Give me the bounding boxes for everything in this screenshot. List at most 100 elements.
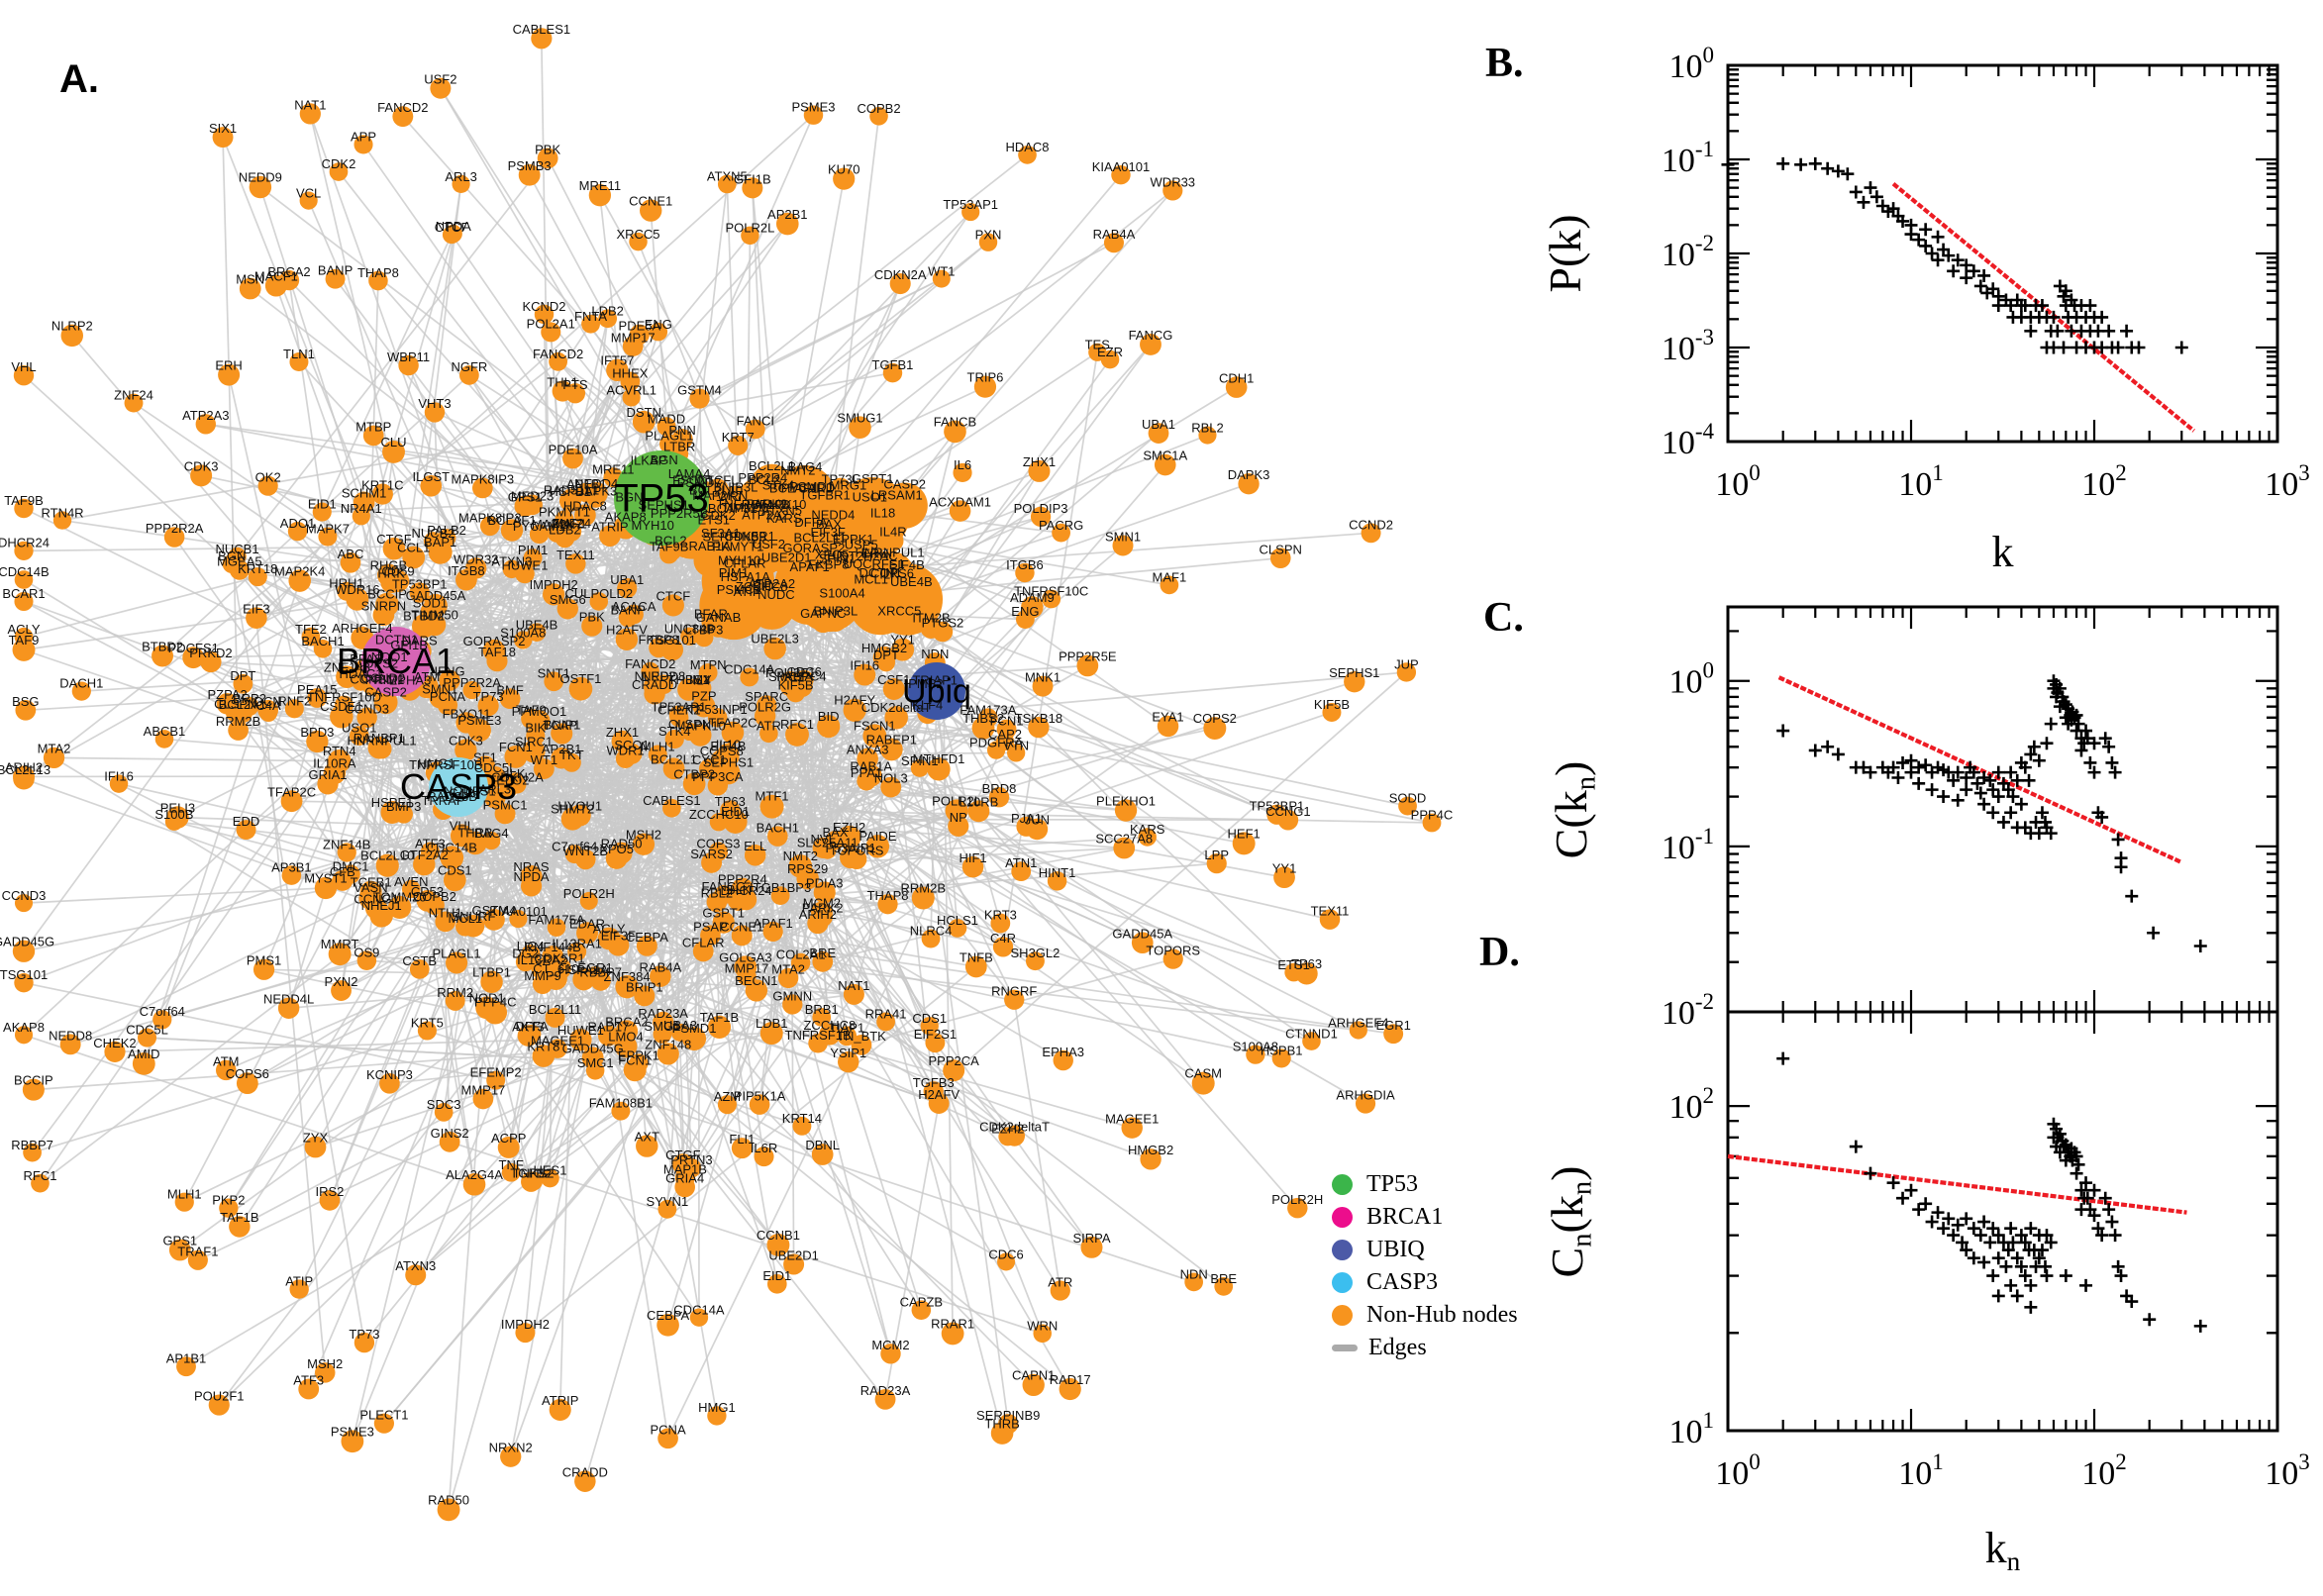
network-nodes: [12, 28, 1442, 1522]
network-node-label: ATF3: [293, 1373, 324, 1388]
network-node-label: UBA1: [610, 572, 644, 587]
data-point: [2051, 686, 2065, 700]
data-point: [2022, 1244, 2036, 1257]
network-node-label: ACLY: [8, 622, 41, 637]
network-node-label: CDK2: [322, 156, 356, 171]
network-node-label: ABCB1: [144, 724, 186, 739]
data-point: [2047, 341, 2061, 354]
data-point: [2040, 821, 2054, 835]
network-node-label: HINT1: [1039, 865, 1076, 880]
data-point: [1967, 765, 1980, 779]
network-node-label: UBE4B: [516, 617, 558, 632]
data-point: [2074, 744, 2088, 757]
network-node-label: ITGB8: [448, 563, 485, 578]
data-point: [2059, 284, 2072, 298]
data-point: [2070, 724, 2083, 738]
data-point: [1886, 1176, 1900, 1190]
network-node-label: ADO1: [280, 516, 315, 531]
network-edge: [626, 638, 1408, 807]
network-edge: [524, 573, 778, 1285]
network-node-label: EPHA3: [1042, 1045, 1084, 1059]
network-edge: [143, 580, 301, 1064]
data-point: [2080, 732, 2094, 746]
network-node-label: GRIA4: [665, 1171, 704, 1186]
data-point: [1864, 181, 1877, 195]
ubiq-node-icon: [1332, 1240, 1353, 1260]
data-point: [2050, 677, 2064, 691]
network-edge: [718, 626, 938, 692]
data-point: [2001, 783, 2015, 797]
network-node-label: FANCD2: [377, 100, 428, 115]
data-point: [2114, 851, 2128, 865]
network-node-label: JUP: [1394, 656, 1419, 671]
network-edge: [800, 961, 1225, 1288]
network-node-label: COL2A1: [776, 948, 826, 962]
network-edge: [339, 497, 662, 955]
data-point: [2022, 773, 2036, 787]
data-point: [2095, 341, 2109, 354]
data-point: [2147, 926, 2161, 940]
network-node-label: DPT: [230, 668, 255, 683]
hub-label-ubiq: Ubiq: [902, 673, 971, 711]
network-edge: [352, 531, 573, 1442]
network-node-label: VHL: [11, 359, 36, 374]
data-point: [2035, 806, 2049, 820]
network-node-label: ALA2G4A: [446, 1167, 503, 1182]
data-point: [1977, 797, 1991, 811]
data-point: [2132, 341, 2146, 354]
network-edge: [255, 114, 815, 619]
network-node-label: PPP2R2A: [146, 521, 204, 536]
data-point: [2125, 341, 2139, 354]
data-point: [1881, 765, 1895, 779]
network-node-label: PARK2: [802, 901, 844, 916]
data-point: [2032, 1229, 2046, 1243]
network-node-label: H2AFV: [606, 623, 648, 638]
data-point: [2070, 1149, 2083, 1163]
network-node-label: BLK: [727, 882, 752, 897]
network-node: [437, 695, 458, 716]
data-point: [2062, 702, 2075, 716]
data-point: [1951, 765, 1965, 779]
network-edge: [347, 690, 938, 853]
data-point: [2065, 713, 2078, 727]
network-edge: [380, 914, 1133, 1129]
network-node-label: LDB1: [756, 1016, 788, 1031]
network-node-label: MTF1: [756, 789, 789, 804]
data-point: [1951, 1218, 1965, 1232]
network-node-label: AP1B1: [166, 1350, 206, 1365]
network-node-label: DAPK3: [1228, 467, 1270, 482]
plot-panel-C: 100 10-1 10-2 C(kn​): [1546, 605, 2279, 1032]
network-node-label: KRT3: [984, 908, 1017, 923]
network-node-label: ATP2A2: [749, 576, 795, 591]
network-node-label: IL18: [870, 506, 895, 521]
data-point: [2105, 755, 2119, 769]
data-point: [2024, 324, 2038, 338]
network-node-label: PEA15: [297, 682, 337, 697]
data-point: [2091, 806, 2105, 820]
network-node-label: SMUG1: [837, 410, 882, 425]
network-edge: [192, 656, 393, 814]
network-node-label: BRB1: [805, 1002, 839, 1017]
network-node-label: CSDE1: [320, 699, 362, 714]
network-edge: [468, 374, 802, 963]
data-point: [2040, 341, 2054, 354]
network-edge: [774, 482, 1250, 649]
network-node-label: CCNE1: [629, 193, 672, 208]
data-point: [2083, 1203, 2097, 1217]
data-point: [2108, 1229, 2122, 1243]
network-node-label: CLSPN: [1260, 542, 1302, 556]
network-node-label: PBK: [535, 142, 560, 156]
network-node: [632, 833, 656, 855]
data-point: [1996, 815, 2010, 829]
network-node-label: WDR16: [335, 582, 380, 597]
network-edge: [666, 741, 1006, 1440]
tick-label: 101: [1898, 460, 1944, 503]
network-node-label: CTCF: [435, 220, 469, 235]
network-node-label: ETS1: [1277, 957, 1310, 972]
data-point: [1991, 1289, 2005, 1303]
data-point: [2057, 341, 2070, 354]
y-axis-title: C(kn​): [1546, 761, 1601, 859]
network-edge: [435, 604, 1307, 975]
network-node-label: HMG1: [698, 1400, 736, 1415]
